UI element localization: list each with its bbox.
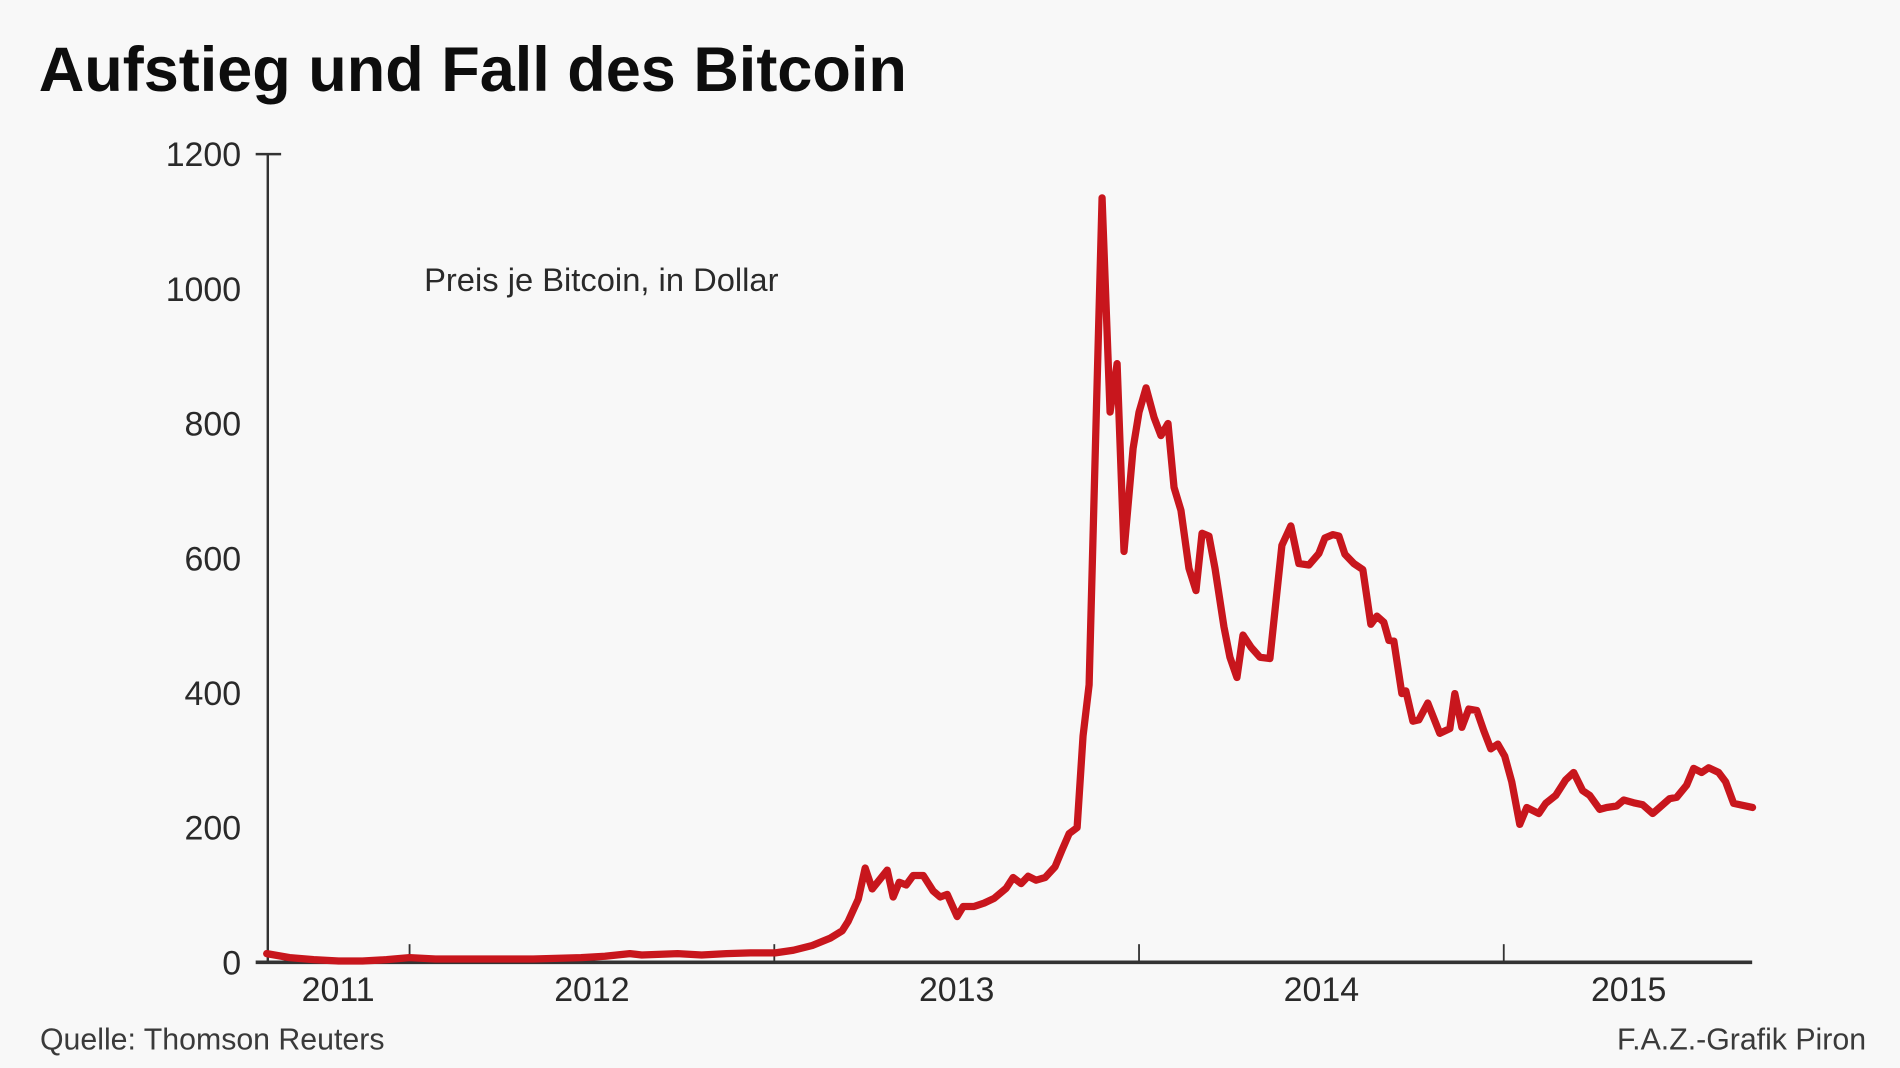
x-tick-label: 2011: [302, 971, 375, 1009]
source-note: Quelle: Thomson Reuters: [40, 1024, 384, 1057]
chart-annotation: Preis je Bitcoin, in Dollar: [424, 261, 779, 298]
y-axis-ticks: 0 200 400 600 800 1000 1200: [166, 136, 241, 982]
y-tick-label: 800: [185, 406, 242, 444]
x-tick-label: 2012: [554, 971, 629, 1009]
y-tick-label: 200: [185, 810, 242, 848]
x-tick-label: 2013: [919, 971, 994, 1009]
x-tick-label: 2014: [1284, 971, 1359, 1009]
x-axis-ticks: 2011 2012 2013 2014 2015: [302, 944, 1666, 1009]
y-tick-label: 400: [185, 675, 242, 713]
price-line: [263, 194, 1757, 965]
y-tick-label: 1200: [166, 136, 241, 174]
y-tick-label: 600: [185, 540, 242, 578]
credit-note: F.A.Z.-Grafik Piron: [1617, 1024, 1866, 1057]
y-tick-label: 1000: [166, 271, 241, 309]
chart-title: Aufstieg und Fall des Bitcoin: [39, 35, 907, 105]
x-tick-label: 2015: [1591, 971, 1666, 1009]
y-tick-label: 0: [222, 944, 241, 982]
